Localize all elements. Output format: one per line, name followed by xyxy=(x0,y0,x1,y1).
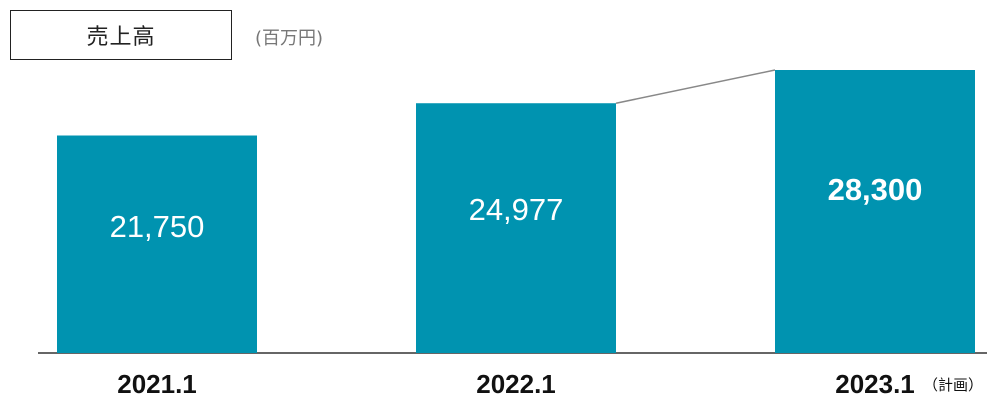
bar-2022.1 xyxy=(416,103,616,353)
category-label-2023.1: 2023.1 xyxy=(835,369,915,399)
bar-2023.1 xyxy=(775,70,975,353)
chart-title: 売上高 xyxy=(86,25,156,50)
category-label-2021.1: 2021.1 xyxy=(117,369,197,399)
unit-label: (百万円) xyxy=(255,28,324,49)
category-label-2022.1: 2022.1 xyxy=(476,369,556,399)
category-note-2023.1: （計画） xyxy=(923,376,983,394)
chart-title-box: 売上高 xyxy=(10,10,232,60)
bars xyxy=(57,70,975,353)
value-label-2023.1: 28,300 xyxy=(828,172,923,207)
value-labels: 21,750 24,977 28,300 xyxy=(110,172,923,244)
category-labels: 2021.1 2022.1 2023.1 （計画） xyxy=(117,369,983,399)
value-label-2022.1: 24,977 xyxy=(469,192,564,227)
bar-2021.1 xyxy=(57,135,257,353)
connector-line xyxy=(615,69,776,104)
value-label-2021.1: 21,750 xyxy=(110,209,205,244)
bar-connectors xyxy=(615,69,776,104)
